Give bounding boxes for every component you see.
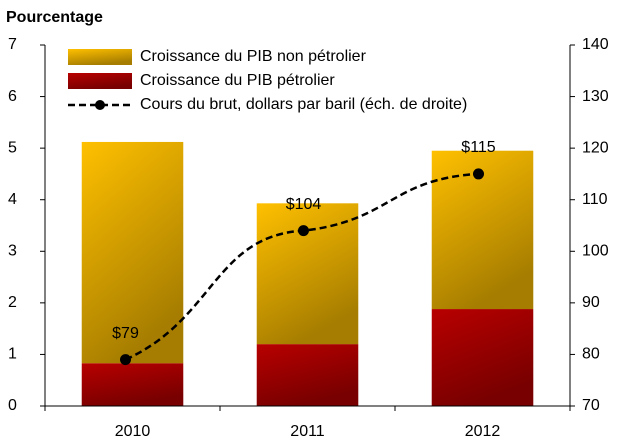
line-point [473,168,484,180]
bar [81,363,184,406]
y-tick-label: 6 [8,88,17,105]
y-tick-label: 2 [8,294,17,311]
data-label: $79 [112,325,139,342]
x-tick-label: 2012 [465,423,501,440]
y2-tick-label: 110 [582,191,608,208]
y2-tick-label: 80 [582,346,600,363]
x-tick-label: 2010 [115,423,151,440]
legend-label: Croissance du PIB pétrolier [140,72,335,89]
y-tick-label: 1 [8,346,17,363]
legend-swatch-shade [68,73,132,89]
y-tick-label: 3 [8,243,17,260]
y2-tick-label: 70 [582,397,600,414]
y-tick-label: 7 [8,36,17,53]
x-tick-label: 2011 [290,423,325,440]
y2-tick-label: 90 [582,294,600,311]
y-axis-title: Pourcentage [6,9,103,26]
bar [256,203,359,345]
y-tick-label: 0 [8,397,17,414]
bar [256,344,359,406]
data-label: $115 [461,139,496,156]
bar [431,309,534,406]
y2-tick-label: 140 [582,36,609,53]
legend-label: Croissance du PIB non pétrolier [140,48,367,65]
line-point [120,354,131,366]
y2-tick-label: 130 [582,88,609,105]
legend-swatch-shade [68,49,132,65]
data-label: $104 [286,196,322,213]
y-tick-label: 4 [8,191,17,208]
y-tick-label: 5 [8,139,17,156]
line-point [298,225,309,237]
legend-label: Cours du brut, dollars par baril (éch. d… [140,96,467,113]
y2-tick-label: 100 [582,243,609,260]
legend-marker [95,100,105,110]
y2-tick-label: 120 [582,139,609,156]
